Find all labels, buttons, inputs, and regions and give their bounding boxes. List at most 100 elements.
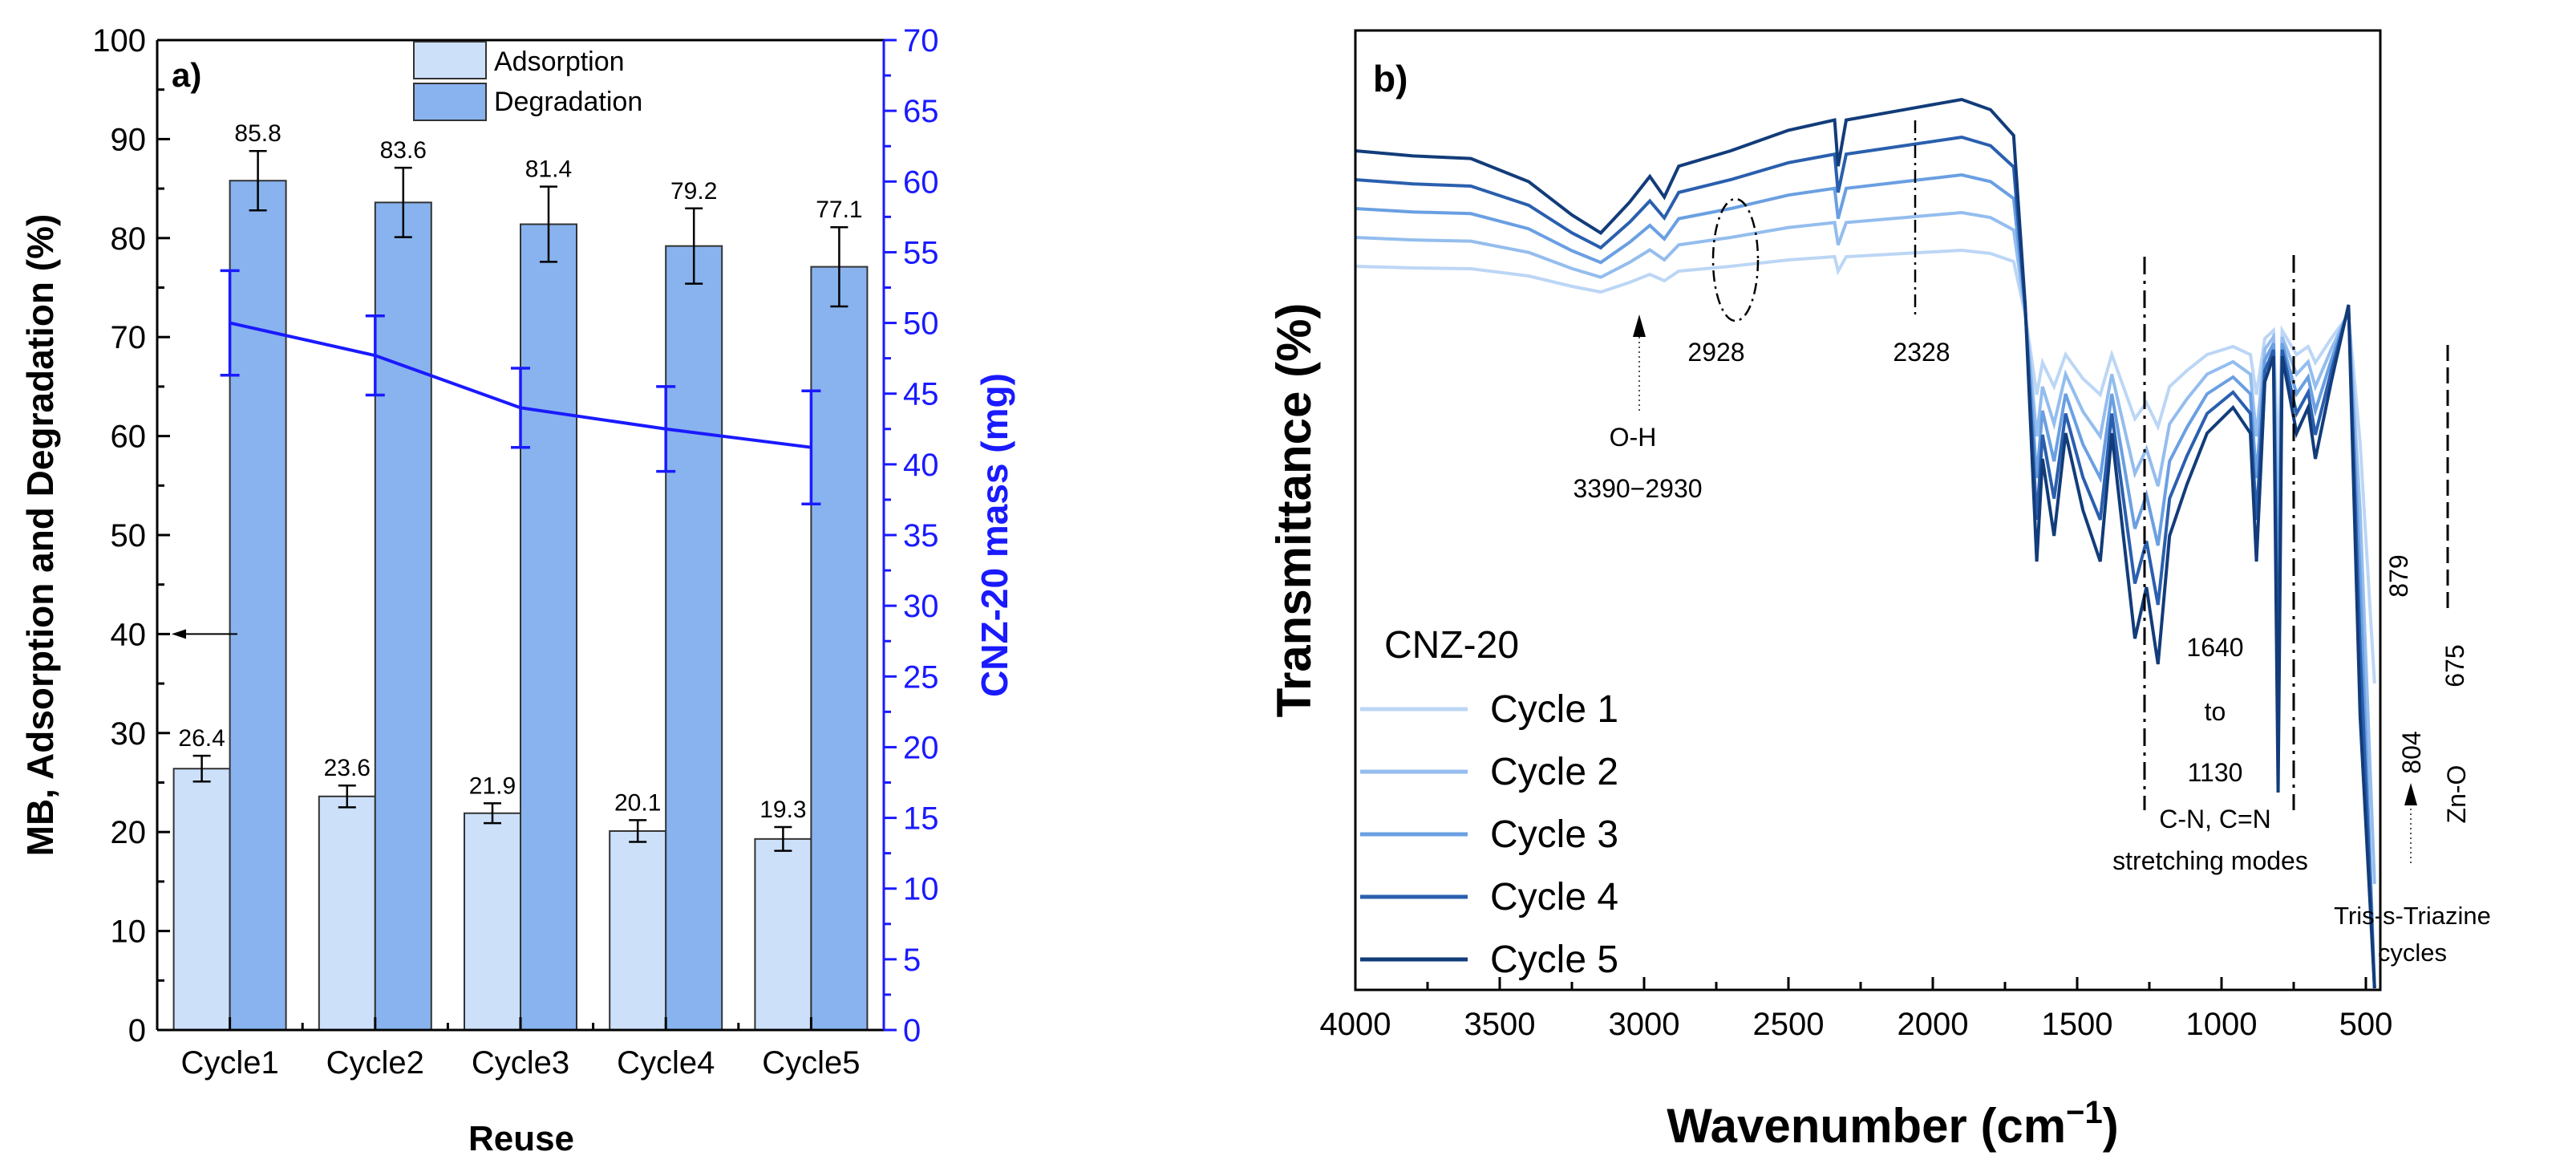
y-tick-label: 10 xyxy=(111,914,147,950)
stretching-modes-label: stretching modes xyxy=(2112,846,2308,875)
panel-a-y2-ticks: 0 5 10 15 20 25 30 35 40 45 50 55 60 65 70 xyxy=(884,23,939,1048)
panel-b-y-axis-title: Transmittance (%) xyxy=(1267,303,1321,718)
panel-b-x-ticks: 4000 3500 3000 2500 2000 1500 1000 500 xyxy=(1320,977,2393,1042)
peak-675-label: 675 xyxy=(2440,644,2469,687)
panel-b-x-axis-title: Wavenumber (cm−1) xyxy=(1667,1095,2119,1153)
bar-value-label: 79.2 xyxy=(670,178,717,205)
panel-b-legend: CNZ-20 Cycle 1 Cycle 2 Cycle 3 Cycle 4 Cycle… xyxy=(1360,624,1618,981)
oh-label: O-H xyxy=(1610,423,1657,452)
panel-a-x-ticks: Cycle1 Cycle2 Cycle3 Cycle4 Cycle5 xyxy=(180,1017,861,1081)
x-tick-label: 2000 xyxy=(1898,1007,1969,1042)
y-tick-label: 20 xyxy=(111,815,147,850)
bar-value-label: 83.6 xyxy=(380,137,427,164)
y2-tick-label: 25 xyxy=(903,659,939,695)
y2-tick-label: 30 xyxy=(903,589,939,624)
legend-adsorption-swatch xyxy=(413,41,487,79)
legend-adsorption-label: Adsorption xyxy=(494,47,625,77)
y2-tick-label: 0 xyxy=(903,1013,921,1048)
panel-a-chart: 26.4 23.6 21.9 20.1 19.3 85.8 83.6 81.4 79.2 77.1… xyxy=(19,23,1015,1158)
panel-a-axis-arrow xyxy=(172,629,237,639)
legend-label: Cycle 2 xyxy=(1490,751,1618,793)
x-tick-label: 3500 xyxy=(1464,1007,1536,1042)
bar-value-label: 20.1 xyxy=(614,789,661,816)
bar-adsorption xyxy=(172,768,231,1031)
panel-b-annotations: 2928 2328 O-H 3390−2930 1640 to 1130 C-N… xyxy=(1573,120,2491,967)
range-end-label: 1130 xyxy=(2188,758,2243,787)
peak-2928-marker xyxy=(1711,197,1760,322)
x-tick-label: 1500 xyxy=(2042,1007,2113,1042)
panel-a-y-axis-title: MB, Adsorption and Degradation (%) xyxy=(19,214,61,857)
x-tick-label: 1000 xyxy=(2186,1007,2258,1042)
legend-label: Cycle 1 xyxy=(1490,688,1618,731)
y2-tick-label: 10 xyxy=(903,872,939,907)
panel-b-spectra xyxy=(1355,97,2376,989)
legend-degradation-swatch xyxy=(413,83,487,121)
zno-label: Zn-O xyxy=(2442,765,2471,824)
x-tick-label: Cycle5 xyxy=(762,1045,860,1081)
panel-a-mass-line xyxy=(220,269,821,505)
panel-a-bars: 26.4 23.6 21.9 20.1 19.3 85.8 83.6 81.4 79.2 77.1 xyxy=(172,120,869,1032)
range-start-label: 1640 xyxy=(2186,633,2243,662)
x-tick-label: Cycle3 xyxy=(472,1045,569,1081)
bar-value-label: 81.4 xyxy=(525,156,572,183)
legend-label: Cycle 5 xyxy=(1490,939,1618,981)
bar-adsorption xyxy=(754,837,812,1032)
y2-tick-label: 40 xyxy=(903,448,939,483)
panel-b-frame xyxy=(1354,29,2382,991)
peak-804-label: 804 xyxy=(2397,731,2426,773)
bar-degradation xyxy=(810,266,869,1031)
bar-degradation xyxy=(520,223,577,1031)
panel-a-legend: Adsorption Degradation xyxy=(413,41,642,121)
bar-degradation xyxy=(229,180,287,1031)
y-tick-label: 40 xyxy=(111,617,147,652)
y-tick-label: 30 xyxy=(111,716,147,752)
legend-label: Cycle 3 xyxy=(1490,813,1618,856)
peak-2328-label: 2328 xyxy=(1893,338,1950,367)
y-tick-label: 90 xyxy=(111,122,147,157)
y2-tick-label: 35 xyxy=(903,518,939,554)
cn-modes-label: C-N, C=N xyxy=(2159,805,2271,833)
y2-tick-label: 60 xyxy=(903,164,939,200)
y-tick-label: 70 xyxy=(111,320,147,355)
bar-adsorption xyxy=(464,812,521,1032)
panel-a-label: a) xyxy=(172,56,201,94)
bar-value-label: 23.6 xyxy=(324,755,371,781)
bar-value-label: 19.3 xyxy=(759,797,806,823)
bar-value-label: 77.1 xyxy=(816,197,862,223)
spectrum-cycle-1 xyxy=(1355,248,2376,684)
peak-879-label: 879 xyxy=(2384,554,2413,597)
panel-a-y2-axis-title: CNZ-20 mass (mg) xyxy=(974,373,1015,697)
triazine-label: Tris-s-Triazine xyxy=(2334,902,2491,930)
y2-tick-label: 55 xyxy=(903,235,939,270)
x-tick-label: Cycle4 xyxy=(617,1045,715,1081)
legend-title: CNZ-20 xyxy=(1384,624,1519,667)
x-tick-label: 3000 xyxy=(1609,1007,1680,1042)
y-tick-label: 100 xyxy=(92,23,146,59)
y2-tick-label: 5 xyxy=(903,943,921,978)
panel-a-y-ticks: 0 10 20 30 40 50 60 70 80 90 100 xyxy=(92,23,170,1048)
x-tick-label: 500 xyxy=(2339,1007,2393,1042)
x-tick-label: Cycle2 xyxy=(326,1045,424,1081)
legend-label: Cycle 4 xyxy=(1490,876,1618,918)
panel-a-x-axis-title: Reuse xyxy=(468,1119,574,1158)
oh-range-label: 3390−2930 xyxy=(1573,474,1702,503)
bar-value-label: 26.4 xyxy=(178,725,225,752)
y2-tick-label: 45 xyxy=(903,377,939,412)
range-to-label: to xyxy=(2205,697,2226,726)
y-tick-label: 0 xyxy=(128,1013,146,1048)
y-tick-label: 60 xyxy=(111,420,147,455)
y-tick-label: 50 xyxy=(111,518,147,554)
bar-adsorption xyxy=(609,829,667,1031)
panel-b-label: b) xyxy=(1373,58,1407,99)
bar-degradation xyxy=(665,245,723,1031)
spectrum-cycle-5 xyxy=(1355,97,2376,989)
y2-tick-label: 65 xyxy=(903,94,939,129)
legend-degradation-label: Degradation xyxy=(494,87,642,117)
panel-b-chart: 4000 3500 3000 2500 2000 1500 1000 500 b) 2928 … xyxy=(1267,29,2491,1153)
y2-tick-label: 50 xyxy=(903,306,939,342)
y2-tick-label: 15 xyxy=(903,801,939,837)
bar-degradation xyxy=(374,201,432,1032)
x-tick-label: Cycle1 xyxy=(180,1045,278,1081)
bar-value-label: 85.8 xyxy=(234,120,281,147)
